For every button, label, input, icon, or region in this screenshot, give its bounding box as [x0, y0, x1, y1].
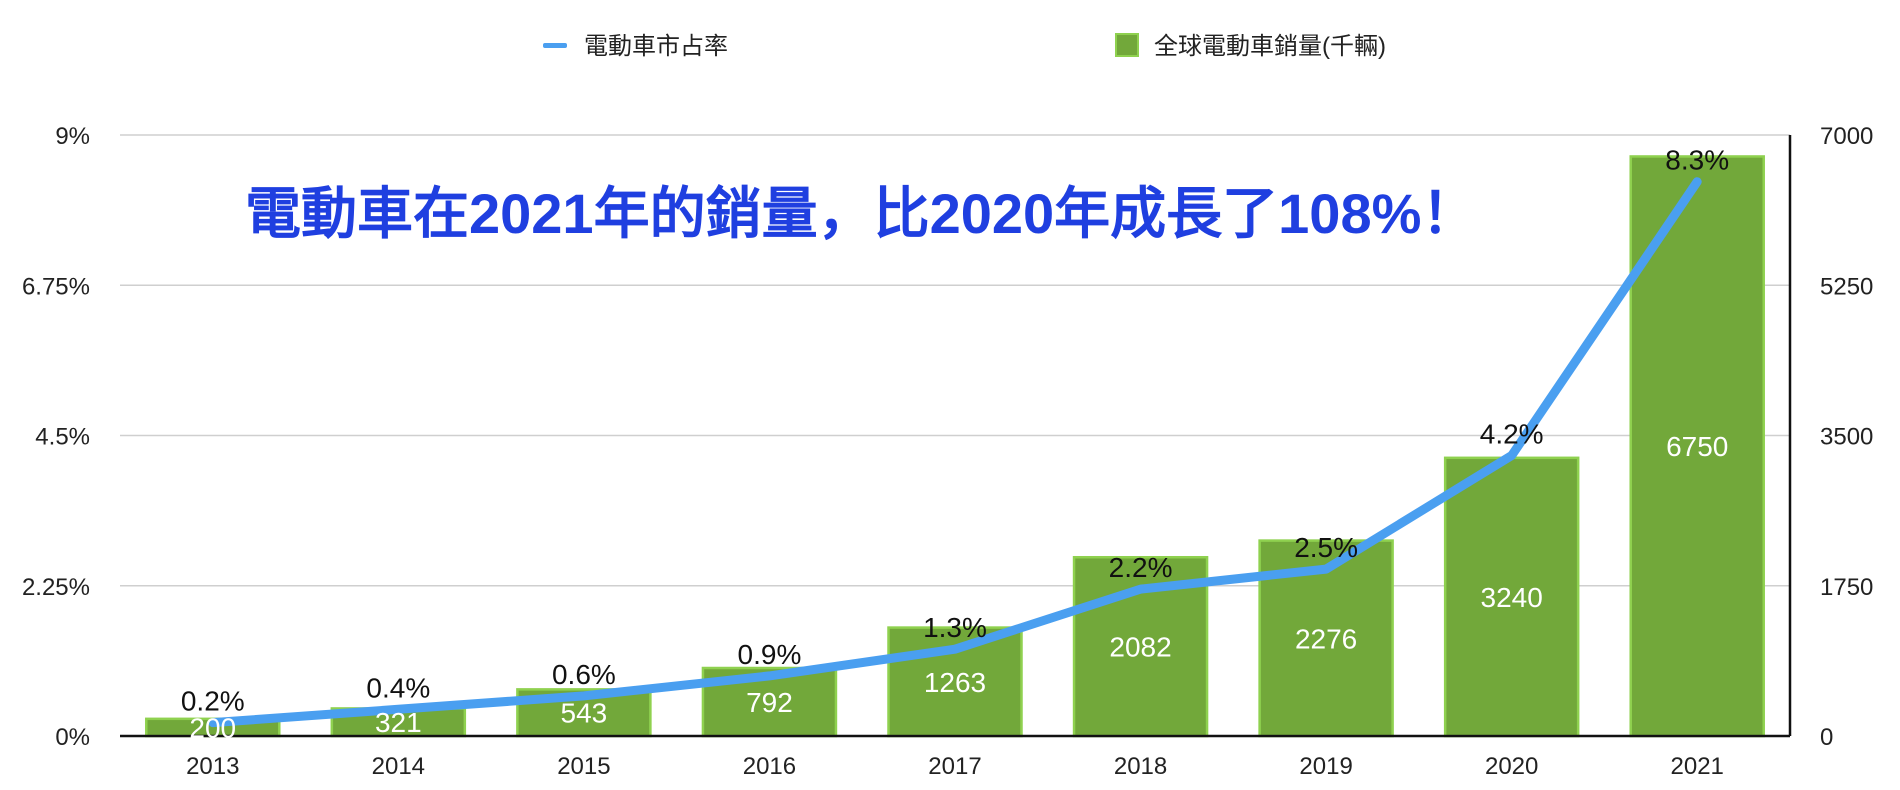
- x-tick-label: 2021: [1671, 753, 1724, 780]
- y-left-tick-label: 6.75%: [22, 273, 90, 300]
- x-tick-label: 2013: [186, 753, 239, 780]
- bar-value-label: 543: [561, 698, 608, 729]
- x-tick-label: 2016: [743, 753, 796, 780]
- legend-label-line: 電動車市占率: [584, 33, 728, 60]
- line-value-label: 8.3%: [1665, 145, 1729, 176]
- bar-value-label: 6750: [1666, 431, 1728, 462]
- y-right-tick-label: 3500: [1820, 424, 1873, 451]
- bar-value-label: 3240: [1481, 582, 1543, 613]
- bar-value-label: 200: [189, 712, 236, 743]
- y-right-tick-label: 5250: [1820, 273, 1873, 300]
- bar-value-label: 1263: [924, 667, 986, 698]
- axes: [120, 135, 1792, 738]
- y-right-tick-label: 1750: [1820, 574, 1873, 601]
- legend-swatch-bar: [1115, 33, 1139, 57]
- x-tick-label: 2020: [1485, 753, 1538, 780]
- bar: [1443, 456, 1580, 738]
- line-point: [1322, 565, 1331, 574]
- line-value-label: 0.2%: [181, 686, 245, 717]
- axis-ticks: 0% 0 2.25% 1750 4.5% 3500 6.75% 5250 9% 7000 2013 2…: [22, 123, 1873, 780]
- line-value-label: 0.6%: [552, 659, 616, 690]
- chart-headline: 電動車在2021年的銷量，比2020年成長了108%！: [245, 182, 1477, 245]
- line-point: [208, 718, 217, 727]
- line-value-label: 4.2%: [1480, 419, 1544, 450]
- bar-value-label: 792: [746, 687, 793, 718]
- bar-value-labels: 200 321 543 792 1263 2082 2276 3240 6750: [189, 431, 1728, 743]
- line-point: [394, 705, 403, 714]
- y-left-tick-label: 0%: [55, 724, 90, 751]
- x-tick-label: 2017: [928, 753, 981, 780]
- legend: 電動車市占率 全球電動車銷量(千輛): [543, 33, 1386, 60]
- line-value-label: 0.9%: [738, 639, 802, 670]
- line-point: [765, 671, 774, 680]
- y-left-tick-label: 2.25%: [22, 574, 90, 601]
- x-tick-label: 2015: [557, 753, 610, 780]
- line-point: [1693, 177, 1702, 186]
- line-point: [1507, 451, 1516, 460]
- legend-swatch-line: [543, 43, 567, 48]
- line-value-label: 2.2%: [1109, 552, 1173, 583]
- y-right-tick-label: 0: [1820, 724, 1833, 751]
- line-point: [579, 691, 588, 700]
- line-value-label: 2.5%: [1294, 532, 1358, 563]
- bar-value-label: 2082: [1109, 632, 1171, 663]
- line-value-label: 1.3%: [923, 612, 987, 643]
- x-tick-label: 2014: [372, 753, 425, 780]
- line-point: [951, 645, 959, 654]
- line-value-label: 0.4%: [366, 672, 430, 703]
- legend-label-bar: 全球電動車銷量(千輛): [1154, 33, 1386, 60]
- y-left-tick-label: 4.5%: [35, 424, 90, 451]
- line-point: [1136, 585, 1145, 594]
- x-tick-label: 2019: [1299, 753, 1352, 780]
- bar-value-label: 321: [375, 707, 422, 738]
- line-series: [208, 177, 1702, 728]
- line-value-labels: 0.2% 0.4% 0.6% 0.9% 1.3% 2.2% 2.5% 4.2% 8.3%: [181, 145, 1729, 717]
- x-tick-label: 2018: [1114, 753, 1167, 780]
- y-right-tick-label: 7000: [1820, 123, 1873, 150]
- y-left-tick-label: 9%: [55, 123, 90, 150]
- bar-value-label: 2276: [1295, 623, 1357, 654]
